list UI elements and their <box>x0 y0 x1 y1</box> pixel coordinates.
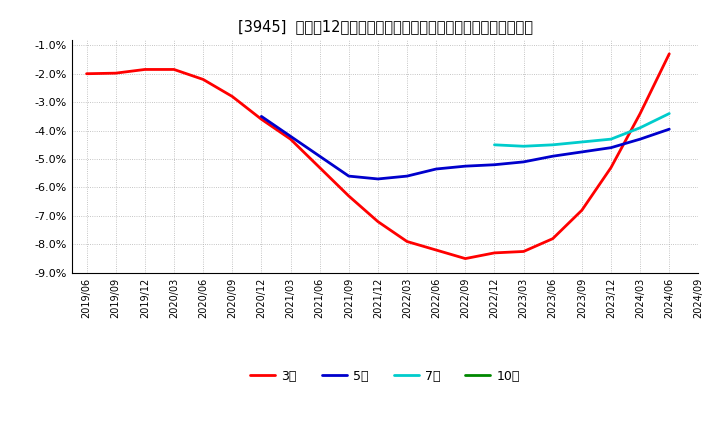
5年 <box>490 162 499 167</box>
3年 <box>519 249 528 254</box>
7年 <box>549 142 557 147</box>
Legend: 3年, 5年, 7年, 10年: 3年, 5年, 7年, 10年 <box>246 365 525 388</box>
Line: 7年: 7年 <box>495 114 670 146</box>
3年 <box>636 111 644 116</box>
3年 <box>461 256 469 261</box>
5年 <box>402 173 411 179</box>
3年 <box>344 193 353 198</box>
5年 <box>257 114 266 119</box>
3年 <box>199 77 207 82</box>
5年 <box>607 145 616 150</box>
3年 <box>82 71 91 77</box>
5年 <box>577 149 586 154</box>
5年 <box>374 176 382 182</box>
7年 <box>490 142 499 147</box>
7年 <box>636 125 644 130</box>
3年 <box>607 165 616 170</box>
3年 <box>432 247 441 253</box>
Line: 5年: 5年 <box>261 117 670 179</box>
5年 <box>461 164 469 169</box>
3年 <box>140 67 149 72</box>
7年 <box>607 136 616 142</box>
3年 <box>257 117 266 122</box>
3年 <box>170 67 179 72</box>
Line: 3年: 3年 <box>86 54 670 259</box>
5年 <box>636 136 644 142</box>
3年 <box>315 165 324 170</box>
5年 <box>432 166 441 172</box>
3年 <box>549 236 557 241</box>
Title: [3945]  売上高12か月移動合計の対前年同期増減率の平均値の推移: [3945] 売上高12か月移動合計の対前年同期増減率の平均値の推移 <box>238 19 533 34</box>
3年 <box>402 239 411 244</box>
3年 <box>577 208 586 213</box>
5年 <box>519 159 528 165</box>
7年 <box>665 111 674 116</box>
3年 <box>112 70 120 76</box>
5年 <box>315 154 324 159</box>
5年 <box>344 173 353 179</box>
7年 <box>577 139 586 145</box>
5年 <box>665 127 674 132</box>
7年 <box>519 143 528 149</box>
5年 <box>549 154 557 159</box>
3年 <box>228 94 237 99</box>
3年 <box>665 51 674 56</box>
3年 <box>374 219 382 224</box>
5年 <box>286 134 294 139</box>
3年 <box>490 250 499 256</box>
3年 <box>286 136 294 142</box>
